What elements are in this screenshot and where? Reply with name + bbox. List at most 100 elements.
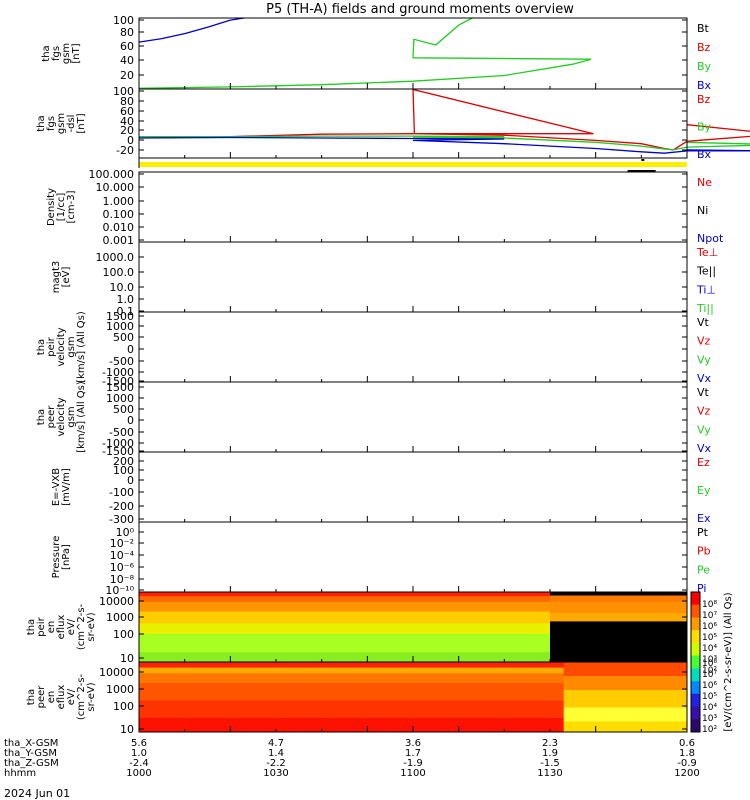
panel-frame: [138, 171, 688, 243]
legend-Ez: Ez: [697, 456, 710, 469]
legend-Ti⊥: Ti⊥: [696, 283, 716, 296]
y-tick-label: 10: [120, 723, 134, 736]
heatmap-cell-1-2: [563, 690, 688, 708]
y-tick-label: 1000.0: [96, 251, 135, 264]
ephem-row-label: tha_X-GSM: [4, 738, 58, 749]
colorbar-tick-label: 10⁶: [702, 681, 717, 691]
y-tick-label: 40: [120, 54, 134, 67]
y-tick-label: 1500: [106, 381, 134, 394]
status-bar: [138, 158, 687, 172]
y-axis-label-line: [nT]: [76, 113, 87, 133]
y-axis-label-line: [km/s] (All Qs): [76, 381, 87, 453]
y-tick-label: 10⁻²: [110, 537, 134, 550]
y-tick-label: 500: [113, 403, 134, 416]
legend-Pe: Pe: [697, 563, 710, 576]
colorbar-segment: [691, 706, 700, 720]
y-tick-label: 500: [113, 331, 134, 344]
legend-Bz: Bz: [697, 41, 711, 54]
ephem-value: -1.9: [403, 758, 423, 769]
heatmap-cell-0-3: [139, 683, 565, 701]
y-tick-label: -500: [109, 355, 134, 368]
y-tick-label: -1500: [102, 375, 134, 388]
y-axis-label-line: eV/: [66, 688, 77, 705]
colorbar-tick-label: 10⁴: [702, 703, 717, 713]
y-tick-label: -300: [109, 513, 134, 526]
series-By: [139, 135, 750, 151]
y-tick-label: 1000: [106, 320, 134, 333]
legend-Vy: Vy: [697, 423, 711, 436]
y-tick-label: 100: [113, 14, 134, 27]
y-tick-label: 80: [120, 95, 134, 108]
heatmap-cell-1-0: [563, 662, 688, 677]
heatmap-cell-0-4: [139, 623, 551, 635]
y-axis-label-line: gsm: [66, 336, 77, 357]
heatmap-cell-0-3: [139, 611, 551, 624]
y-axis-label-line: [mV/m]: [61, 468, 72, 506]
y-tick-label: 0: [127, 474, 134, 487]
y-tick-label: 10⁰: [116, 526, 135, 539]
y-tick-label: 20: [120, 69, 134, 82]
y-axis-label-line: eflux: [56, 615, 67, 640]
time-axis-ticks: [138, 83, 688, 732]
y-tick-label: 10⁻¹⁰: [105, 584, 134, 597]
y-axis-label-line: tha: [36, 115, 47, 131]
y-axis-label-line: peir: [46, 336, 57, 356]
colorbar: 10⁸10⁷10⁶10⁵10⁴10³10²10⁸10⁷10⁶10⁵10⁴10³1…: [690, 591, 734, 735]
y-axis-label-line: tha: [36, 339, 47, 355]
legend-Pi: Pi: [697, 582, 706, 595]
legend-Vt: Vt: [697, 316, 710, 329]
heatmap-cell-1-3: [563, 707, 688, 722]
colorbar-segment: [691, 592, 700, 606]
y-axis-label-line: sr-eV): [86, 612, 97, 641]
flag-mark: [641, 159, 645, 161]
colorbar-segment: [691, 642, 700, 657]
panel-frame: [138, 381, 688, 453]
ephem-value: 5.6: [131, 738, 147, 749]
colorbar-tick-label: 10⁴: [702, 644, 717, 654]
heatmap-cell-0-6: [139, 652, 551, 663]
y-tick-label: 100.000: [89, 168, 135, 181]
y-axis-label-line: tha: [26, 689, 37, 705]
y-tick-label: 20: [120, 124, 134, 137]
y-axis-label-line: fgs: [46, 116, 57, 131]
colorbar-tick-label: 10³: [702, 655, 717, 665]
heatmap-cell-1-1: [563, 676, 688, 691]
legend-Bx: Bx: [697, 79, 712, 92]
ephem-row-label: tha_Z-GSM: [4, 758, 59, 769]
colorbar-segment: [691, 655, 700, 669]
y-tick-label: -200: [109, 500, 134, 513]
y-tick-label: -1500: [102, 445, 134, 458]
y-axis-label-line: tha: [36, 409, 47, 425]
y-tick-label: 60: [120, 105, 134, 118]
y-tick-label: 0: [127, 134, 134, 147]
heatmap-cell-0-0: [139, 662, 565, 669]
y-tick-label: -1000: [102, 437, 134, 450]
y-axis-label-line: gsm: [66, 406, 77, 427]
y-axis-label-line: peer: [36, 685, 47, 709]
legend-By: By: [697, 60, 712, 73]
y-tick-label: 100: [113, 628, 134, 641]
heatmap-cell-0-1: [139, 596, 551, 603]
ephem-value: 1.4: [268, 748, 284, 759]
flag-mark: [627, 170, 656, 172]
ephem-value: -2.2: [266, 758, 286, 769]
y-tick-label: 1000: [106, 392, 134, 405]
heatmap-cell-0-0: [139, 592, 551, 597]
legend-By: By: [697, 121, 712, 134]
heatmap-cell-1-0: [550, 592, 688, 596]
heatmap-cell-1-2: [550, 601, 688, 614]
y-axis-label-line: sr-eV): [86, 682, 97, 711]
colorbar-segment: [691, 630, 700, 644]
y-axis-label-line: fgs: [51, 46, 62, 61]
y-axis-label-line: [cm-3]: [66, 190, 77, 223]
ephem-value: 3.6: [405, 738, 421, 749]
y-axis-label-line: eV/: [66, 618, 77, 635]
y-tick-label: 10000: [99, 666, 134, 679]
y-tick-label: 100: [113, 700, 134, 713]
y-axis-label-line: -dsl: [66, 115, 77, 133]
series-By: [138, 17, 592, 89]
ephem-row-label: tha_Y-GSM: [4, 748, 57, 759]
y-tick-label: 1.000: [103, 195, 135, 208]
